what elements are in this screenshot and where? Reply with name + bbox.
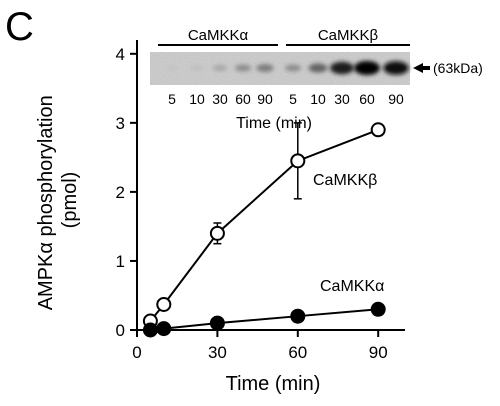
blot-time-label: Time (min) — [236, 115, 312, 132]
blot-band — [330, 61, 354, 75]
data-point — [156, 296, 172, 312]
series-label-alpha: CaMKKα — [320, 278, 384, 295]
data-point — [209, 315, 225, 331]
blot-band — [354, 61, 380, 75]
data-point — [290, 308, 306, 324]
blot-band — [165, 65, 179, 71]
x-axis-label: Time (min) — [226, 373, 321, 395]
blot-lane-labels: 5 10 30 60 90 5 10 30 60 90 — [168, 91, 404, 107]
series-camkk-beta — [142, 122, 386, 329]
blot-band — [212, 65, 228, 71]
data-point — [290, 153, 306, 169]
series-camkk-alpha — [142, 301, 386, 338]
chart-series — [142, 122, 386, 338]
blot-lane-label: 60 — [235, 91, 251, 107]
x-tick-label: 30 — [208, 343, 227, 362]
blot-lane-label: 90 — [257, 91, 273, 107]
series-line — [150, 308, 379, 331]
blot-lane-label: 90 — [388, 91, 404, 107]
x-tick-label: 60 — [288, 343, 307, 362]
blot-lane-label: 5 — [289, 91, 297, 107]
y-tick-label: 0 — [116, 321, 125, 340]
x-tick-label: 0 — [132, 343, 141, 362]
y-axis-label-line-2: (pmol) — [59, 172, 81, 229]
data-point — [370, 122, 386, 138]
y-ticks: 0 1 2 3 4 — [116, 45, 137, 340]
blot-band — [284, 64, 302, 72]
blot-band — [234, 64, 252, 72]
y-tick-label: 2 — [116, 183, 125, 202]
blot-group-label-beta: CaMKKβ — [318, 27, 379, 44]
blot-bands — [165, 61, 409, 75]
blot-lane-label: 30 — [212, 91, 228, 107]
blot-band — [256, 64, 274, 72]
y-tick-label: 4 — [116, 45, 125, 64]
western-blot-inset: CaMKKα CaMKKβ (63kDa) 5 10 30 60 90 5 10 30 60 90… — [150, 27, 483, 132]
y-axis-label: AMPKα phosphorylation (pmol) — [35, 90, 81, 311]
x-tick-label: 90 — [369, 343, 388, 362]
blot-lane-label: 60 — [359, 91, 375, 107]
y-tick-label: 1 — [116, 252, 125, 271]
molecular-weight-label: (63kDa) — [433, 60, 483, 76]
y-tick-label: 3 — [116, 114, 125, 133]
blot-band — [383, 61, 409, 75]
blot-lane-label: 5 — [168, 91, 176, 107]
blot-lane-label: 10 — [189, 91, 205, 107]
data-point — [156, 321, 172, 337]
data-point — [370, 301, 386, 317]
x-ticks: 0 30 60 90 — [132, 330, 388, 362]
blot-lane-label: 10 — [310, 91, 326, 107]
y-axis-label-line-1: AMPKα phosphorylation — [35, 95, 57, 310]
blot-band — [190, 65, 204, 71]
series-label-beta: CaMKKβ — [313, 172, 377, 189]
data-point — [142, 322, 158, 338]
panel-label: C — [5, 5, 34, 49]
chart-axes: 0 1 2 3 4 0 30 60 90 — [116, 40, 405, 362]
blot-group-label-alpha: CaMKKα — [188, 27, 249, 44]
y-axis-label-group: AMPKα phosphorylation (pmol) — [35, 90, 81, 311]
data-point — [209, 225, 225, 241]
left-arrow-icon — [413, 63, 430, 73]
blot-band — [308, 63, 328, 73]
blot-lane-label: 30 — [334, 91, 350, 107]
